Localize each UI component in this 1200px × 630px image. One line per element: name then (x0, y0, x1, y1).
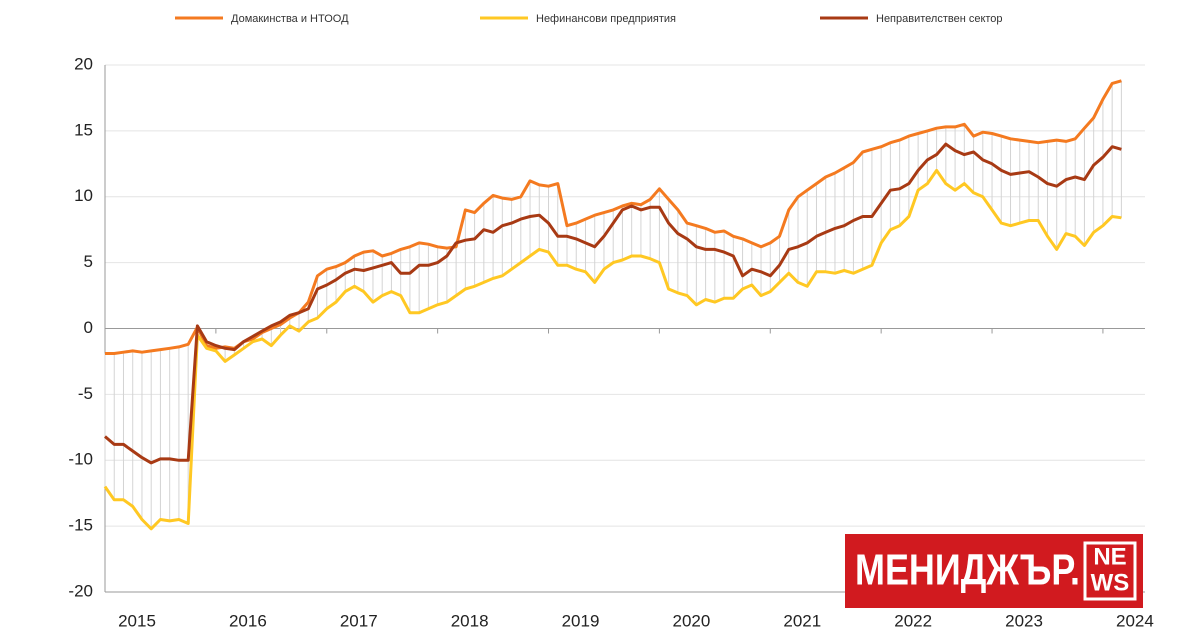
logo-tag-bottom: WS (1091, 569, 1130, 596)
logo-brand: МЕНИДЖЪР. (855, 546, 1080, 595)
y-tick-label: -10 (68, 450, 93, 469)
logo-tag-top: NE (1093, 543, 1126, 570)
y-tick-label: -5 (78, 384, 93, 403)
logo-box (1083, 541, 1137, 601)
y-tick-label: -15 (68, 516, 93, 535)
x-tick-label: 2023 (1005, 611, 1043, 630)
legend-label: Неправителствен сектор (876, 13, 1003, 25)
legend-label: Нефинансови предприятия (536, 13, 676, 25)
y-tick-label: 0 (84, 318, 93, 337)
series-line (104, 142, 1122, 465)
x-tick-label: 2018 (451, 611, 489, 630)
series-line (105, 79, 1122, 355)
x-tick-label: 2024 (1116, 611, 1154, 630)
x-tick-label: 2020 (672, 611, 710, 630)
x-tick-label: 2016 (229, 611, 267, 630)
y-tick-label: -20 (68, 581, 93, 600)
y-tick-label: 20 (74, 54, 93, 73)
series-line (103, 168, 1122, 531)
y-tick-label: 10 (74, 186, 93, 205)
x-tick-label: 2021 (783, 611, 821, 630)
x-tick-label: 2017 (340, 611, 378, 630)
x-tick-label: 2022 (894, 611, 932, 630)
logo-background (845, 534, 1143, 608)
x-tick-label: 2015 (118, 611, 156, 630)
y-tick-label: 15 (74, 120, 93, 139)
legend-label: Домакинства и НТООД (231, 13, 349, 25)
watermark-logo: МЕНИДЖЪР. NE WS (845, 534, 1143, 608)
x-tick-label: 2019 (562, 611, 600, 630)
y-tick-label: 5 (84, 252, 93, 271)
